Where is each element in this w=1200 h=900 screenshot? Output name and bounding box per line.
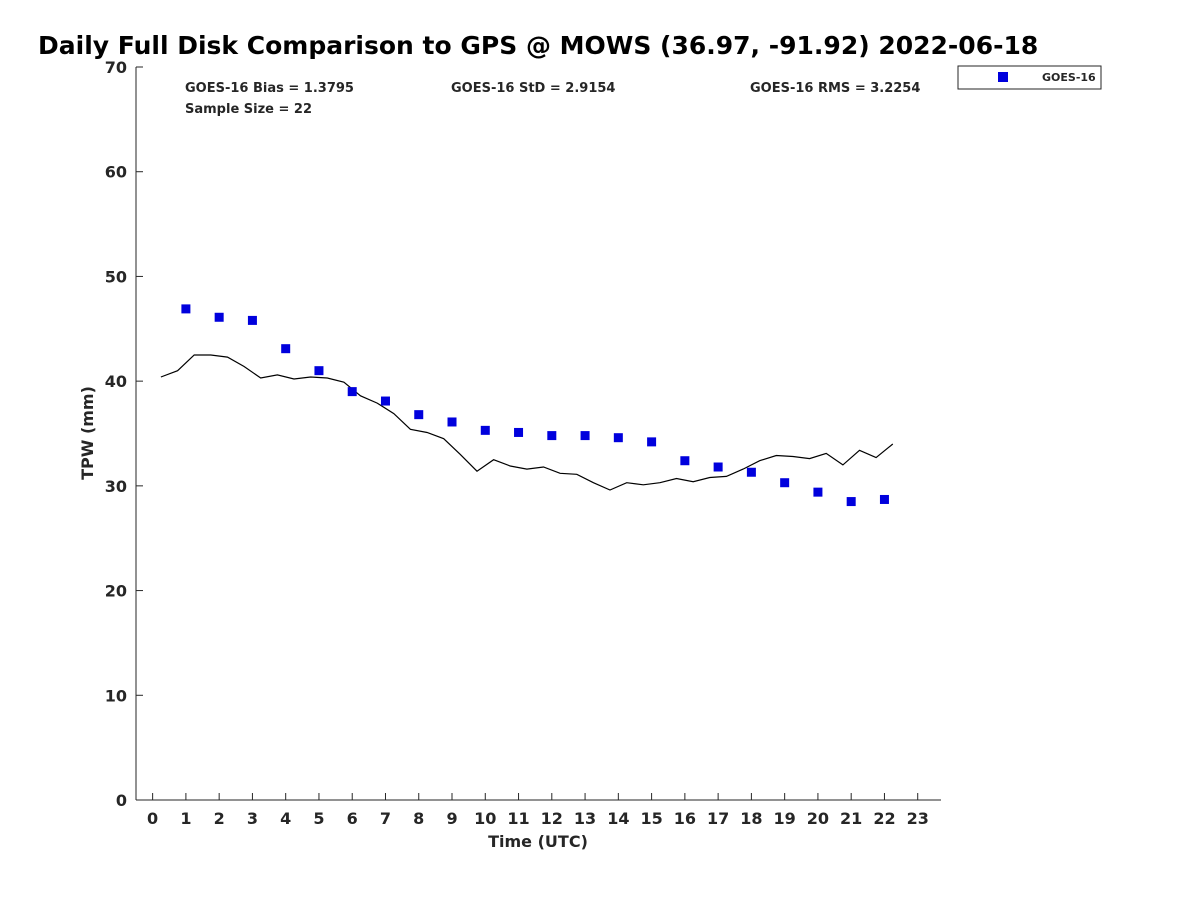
goes16-point — [181, 304, 191, 314]
goes16-point — [647, 437, 657, 447]
x-tick-label: 4 — [280, 809, 291, 828]
goes16-point — [746, 467, 756, 477]
std-stat: GOES-16 StD = 2.9154 — [451, 81, 615, 96]
x-tick-label: 13 — [574, 809, 596, 828]
bias-stat: GOES-16 Bias = 1.3795 — [185, 81, 354, 96]
x-tick-label: 10 — [474, 809, 496, 828]
goes16-point — [214, 312, 224, 322]
chart-title: Daily Full Disk Comparison to GPS @ MOWS… — [38, 31, 1038, 60]
y-axis-ticks: 0 10 20 30 40 50 60 70 — [105, 58, 143, 810]
legend-box — [957, 65, 1102, 90]
goes16-point — [281, 344, 291, 354]
x-tick-label: 7 — [380, 809, 391, 828]
x-tick-label: 12 — [541, 809, 563, 828]
x-tick-label: 11 — [507, 809, 529, 828]
goes16-point — [480, 425, 490, 435]
y-tick-label: 0 — [116, 791, 127, 810]
x-tick-label: 20 — [807, 809, 829, 828]
y-tick-label: 40 — [105, 372, 127, 391]
goes16-point — [713, 462, 723, 472]
x-tick-label: 19 — [774, 809, 796, 828]
goes16-point — [347, 387, 357, 397]
legend-goes16-label: GOES-16 — [1042, 71, 1096, 84]
goes16-point — [879, 494, 889, 504]
x-tick-label: 17 — [707, 809, 729, 828]
x-tick-label: 23 — [907, 809, 929, 828]
x-tick-label: 21 — [840, 809, 862, 828]
goes16-point — [846, 497, 856, 507]
x-tick-label: 16 — [674, 809, 696, 828]
x-tick-label: 14 — [607, 809, 629, 828]
goes16-point — [447, 417, 457, 427]
sample-size-stat: Sample Size = 22 — [185, 102, 312, 117]
y-tick-label: 60 — [105, 163, 127, 182]
goes16-point — [780, 478, 790, 488]
y-tick-label: 50 — [105, 267, 127, 286]
x-tick-label: 22 — [873, 809, 895, 828]
gps-reference-line — [160, 354, 894, 491]
goes16-point — [547, 431, 557, 441]
goes16-points — [181, 304, 889, 507]
goes16-point — [414, 410, 424, 420]
x-axis-label: Time (UTC) — [488, 832, 588, 851]
axes — [135, 67, 941, 801]
y-tick-label: 10 — [105, 686, 127, 705]
x-axis-ticks: 0 1 2 3 4 5 6 7 8 9 10 11 12 13 14 15 16 17 18 19 20 21 22 23 — [147, 793, 929, 828]
goes16-point — [580, 431, 590, 441]
y-axis-label: TPW (mm) — [78, 386, 97, 480]
goes16-point — [247, 315, 257, 325]
legend: GOES-16 — [957, 65, 1102, 90]
x-tick-label: 2 — [214, 809, 225, 828]
x-tick-label: 5 — [313, 809, 324, 828]
x-tick-label: 18 — [740, 809, 762, 828]
y-tick-label: 30 — [105, 477, 127, 496]
goes16-point — [514, 427, 524, 437]
goes16-point — [680, 456, 690, 466]
legend-goes16-marker — [998, 72, 1008, 82]
gps-reference-line-group — [160, 354, 894, 491]
rms-stat: GOES-16 RMS = 3.2254 — [750, 81, 920, 96]
x-tick-label: 9 — [446, 809, 457, 828]
goes16-point — [813, 487, 823, 497]
x-tick-label: 1 — [180, 809, 191, 828]
goes16-point — [380, 396, 390, 406]
goes16-point — [613, 433, 623, 443]
x-tick-label: 6 — [347, 809, 358, 828]
x-tick-label: 0 — [147, 809, 158, 828]
y-tick-label: 70 — [105, 58, 127, 77]
x-tick-label: 3 — [247, 809, 258, 828]
y-tick-label: 20 — [105, 582, 127, 601]
x-tick-label: 15 — [640, 809, 662, 828]
x-tick-label: 8 — [413, 809, 424, 828]
goes16-point — [314, 366, 324, 376]
